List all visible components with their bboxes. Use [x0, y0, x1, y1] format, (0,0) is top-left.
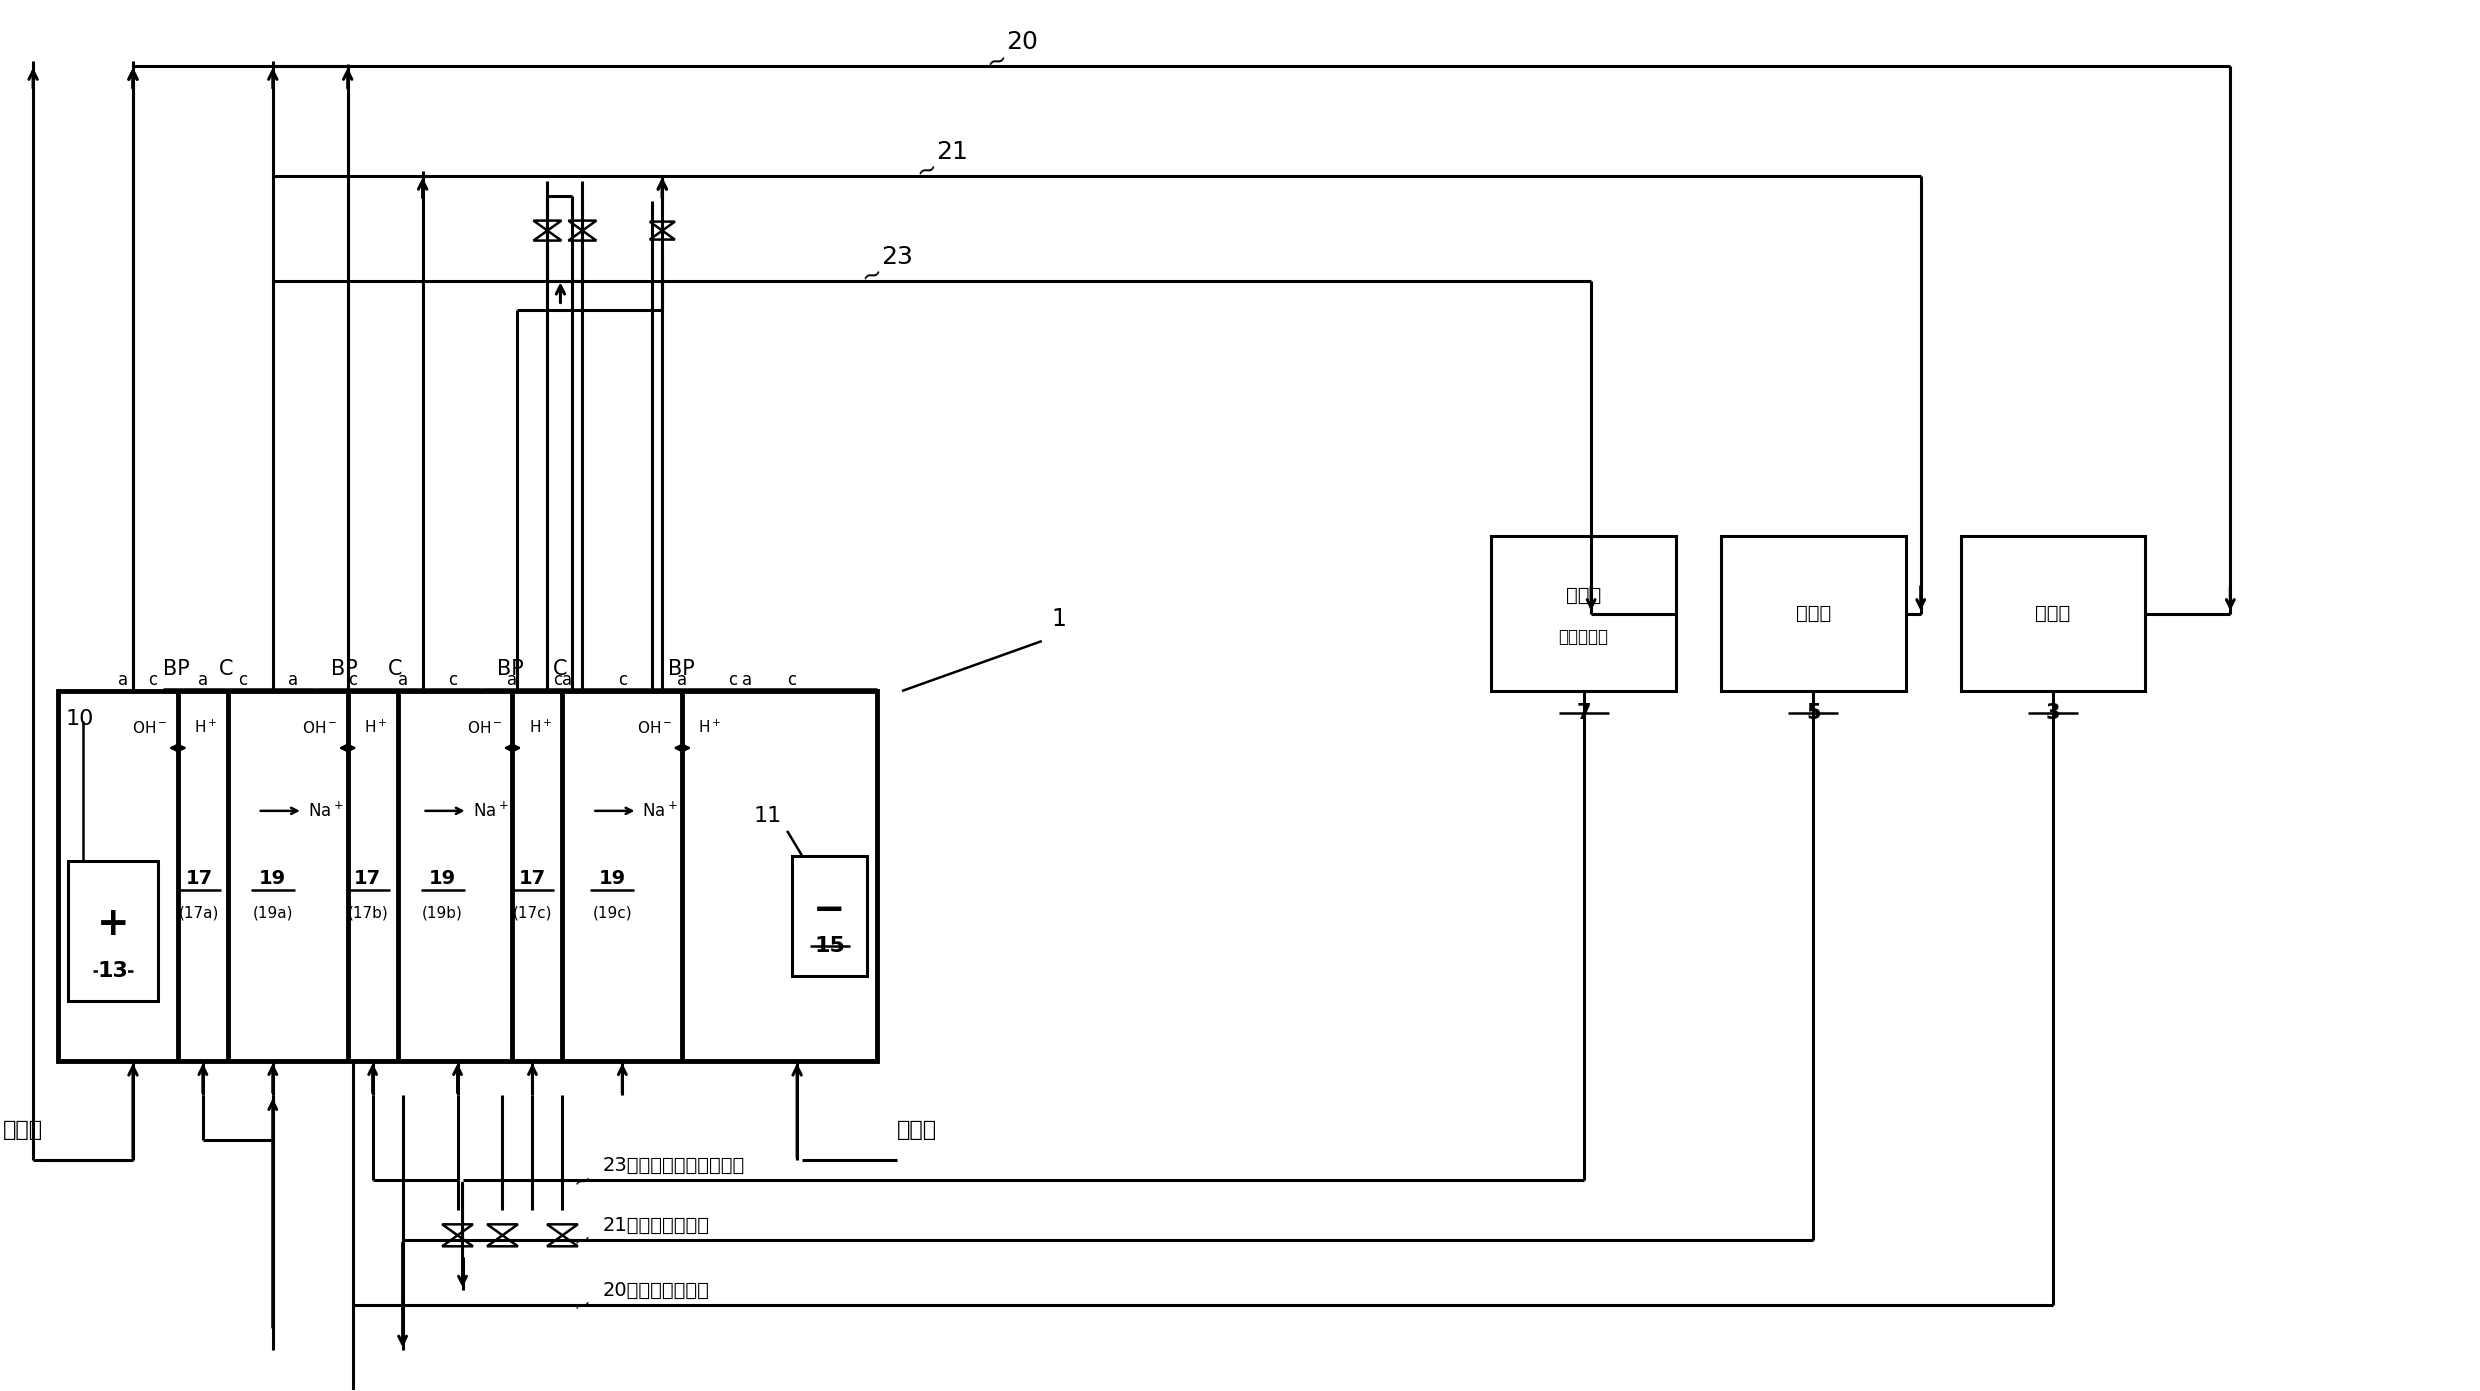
Text: 21: 21 [935, 139, 967, 164]
Text: 17: 17 [186, 869, 213, 887]
Text: ~: ~ [913, 156, 940, 185]
Bar [67, 861, 159, 1000]
Polygon shape [441, 1235, 474, 1246]
Text: c: c [618, 670, 627, 689]
Text: H$^+$: H$^+$ [699, 719, 722, 736]
Polygon shape [533, 221, 560, 231]
Text: 酸液罐: 酸液罐 [1565, 586, 1602, 605]
Text: c: c [238, 670, 248, 689]
Text: (19c): (19c) [593, 906, 632, 921]
Polygon shape [650, 221, 675, 231]
Text: a: a [119, 670, 129, 689]
Text: a: a [397, 670, 407, 689]
Text: a: a [742, 670, 751, 689]
Text: c: c [449, 670, 456, 689]
Text: a: a [677, 670, 687, 689]
Text: 20：盐液循环配管: 20：盐液循环配管 [603, 1281, 709, 1299]
Text: 20: 20 [1007, 29, 1037, 54]
Polygon shape [548, 1224, 578, 1235]
Text: Na$^+$: Na$^+$ [642, 801, 677, 821]
Text: C: C [387, 659, 402, 679]
Polygon shape [441, 1224, 474, 1235]
Text: （清洗用）: （清洗用） [1557, 627, 1610, 645]
Text: a: a [563, 670, 573, 689]
Bar [1490, 536, 1676, 691]
Text: (19b): (19b) [422, 906, 464, 921]
Text: OH$^-$: OH$^-$ [303, 721, 337, 736]
Text: c: c [347, 670, 357, 689]
Text: BP: BP [332, 659, 357, 679]
Text: C: C [218, 659, 233, 679]
Text: 3: 3 [2046, 702, 2061, 723]
Text: H$^+$: H$^+$ [365, 719, 387, 736]
Polygon shape [486, 1224, 518, 1235]
Text: OH$^-$: OH$^-$ [131, 721, 169, 736]
Text: Na$^+$: Na$^+$ [474, 801, 508, 821]
Text: a: a [508, 670, 518, 689]
Text: BP: BP [667, 659, 694, 679]
Text: ~: ~ [570, 1168, 595, 1192]
Text: C: C [553, 659, 568, 679]
Text: 10: 10 [67, 709, 94, 729]
Polygon shape [548, 1235, 578, 1246]
Text: 阳极液: 阳极液 [2, 1121, 42, 1141]
Bar [1962, 536, 2145, 691]
Text: 19: 19 [429, 869, 456, 887]
Text: (17c): (17c) [513, 906, 553, 921]
Polygon shape [533, 231, 560, 241]
Text: 17: 17 [518, 869, 546, 887]
Text: H$^+$: H$^+$ [193, 719, 218, 736]
Text: a: a [198, 670, 208, 689]
Text: 7: 7 [1577, 702, 1590, 723]
Text: 23: 23 [880, 245, 913, 268]
Text: 21：碱液循环配管: 21：碱液循环配管 [603, 1216, 709, 1235]
Bar [1721, 536, 1905, 691]
Text: 1: 1 [1052, 606, 1066, 632]
Text: H$^+$: H$^+$ [528, 719, 553, 736]
Text: OH$^-$: OH$^-$ [466, 721, 503, 736]
Text: 阴极液: 阴极液 [898, 1121, 937, 1141]
Text: 13: 13 [97, 961, 129, 981]
Text: a: a [288, 670, 298, 689]
Text: c: c [553, 670, 563, 689]
Bar [791, 855, 868, 975]
Text: BP: BP [164, 659, 188, 679]
Text: ~: ~ [982, 46, 1012, 75]
Text: 15: 15 [813, 936, 846, 956]
Text: +: + [97, 904, 129, 943]
Text: 19: 19 [598, 869, 625, 887]
Text: −: − [813, 890, 846, 929]
Text: ~: ~ [570, 1292, 595, 1317]
Text: c: c [149, 670, 159, 689]
Polygon shape [486, 1235, 518, 1246]
Text: (17a): (17a) [179, 906, 218, 921]
Text: 11: 11 [754, 805, 781, 826]
Text: 17: 17 [355, 869, 382, 887]
Text: Na$^+$: Na$^+$ [308, 801, 342, 821]
Text: OH$^-$: OH$^-$ [637, 721, 672, 736]
Text: ~: ~ [570, 1228, 595, 1253]
Polygon shape [650, 231, 675, 239]
Text: (19a): (19a) [253, 906, 293, 921]
Text: 盐液罐: 盐液罐 [2036, 604, 2071, 623]
Text: BP: BP [496, 659, 523, 679]
Polygon shape [568, 221, 595, 231]
Text: c: c [789, 670, 796, 689]
Text: (17b): (17b) [347, 906, 387, 921]
Text: 23：清洗用酸液循环配管: 23：清洗用酸液循环配管 [603, 1156, 744, 1175]
Bar [57, 691, 878, 1060]
Text: ~: ~ [858, 260, 885, 291]
Text: 5: 5 [1805, 702, 1820, 723]
Text: c: c [727, 670, 737, 689]
Text: 19: 19 [260, 869, 285, 887]
Text: 碱液罐: 碱液罐 [1796, 604, 1830, 623]
Polygon shape [568, 231, 595, 241]
